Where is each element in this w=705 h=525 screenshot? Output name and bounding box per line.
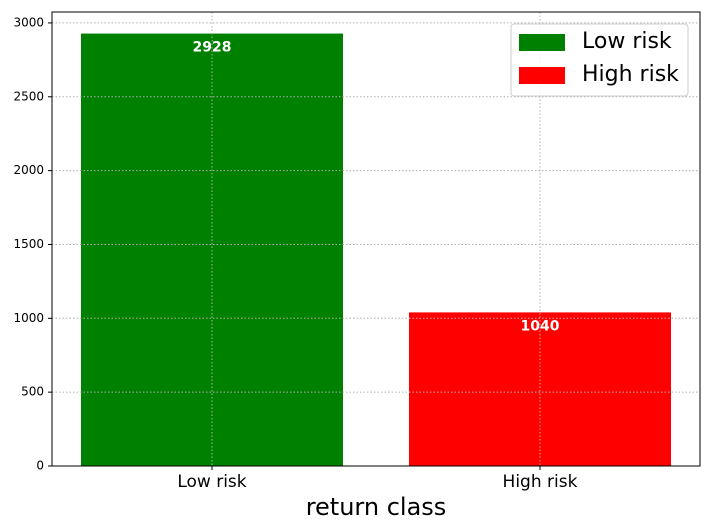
y-tick-label: 2500 [13,89,44,103]
x-tick-label: High risk [503,472,578,492]
legend-swatch [519,34,565,51]
x-axis-label: return class [306,493,447,521]
legend-label: High risk [582,62,679,87]
legend-swatch [519,67,565,84]
y-tick-label: 3000 [13,15,44,29]
y-tick-label: 1500 [13,237,44,251]
y-tick-label: 2000 [13,163,44,177]
data-label: 2928 [193,40,232,56]
y-tick-label: 0 [36,459,44,473]
bars [81,33,671,467]
y-tick-label: 500 [21,385,44,399]
legend: Low risk High risk [510,23,689,97]
data-label: 1040 [521,318,560,334]
y-tick-label: 1000 [13,311,44,325]
x-tick-label: Low risk [177,472,246,492]
plot-frame [51,11,701,467]
legend-label: Low risk [582,29,672,54]
